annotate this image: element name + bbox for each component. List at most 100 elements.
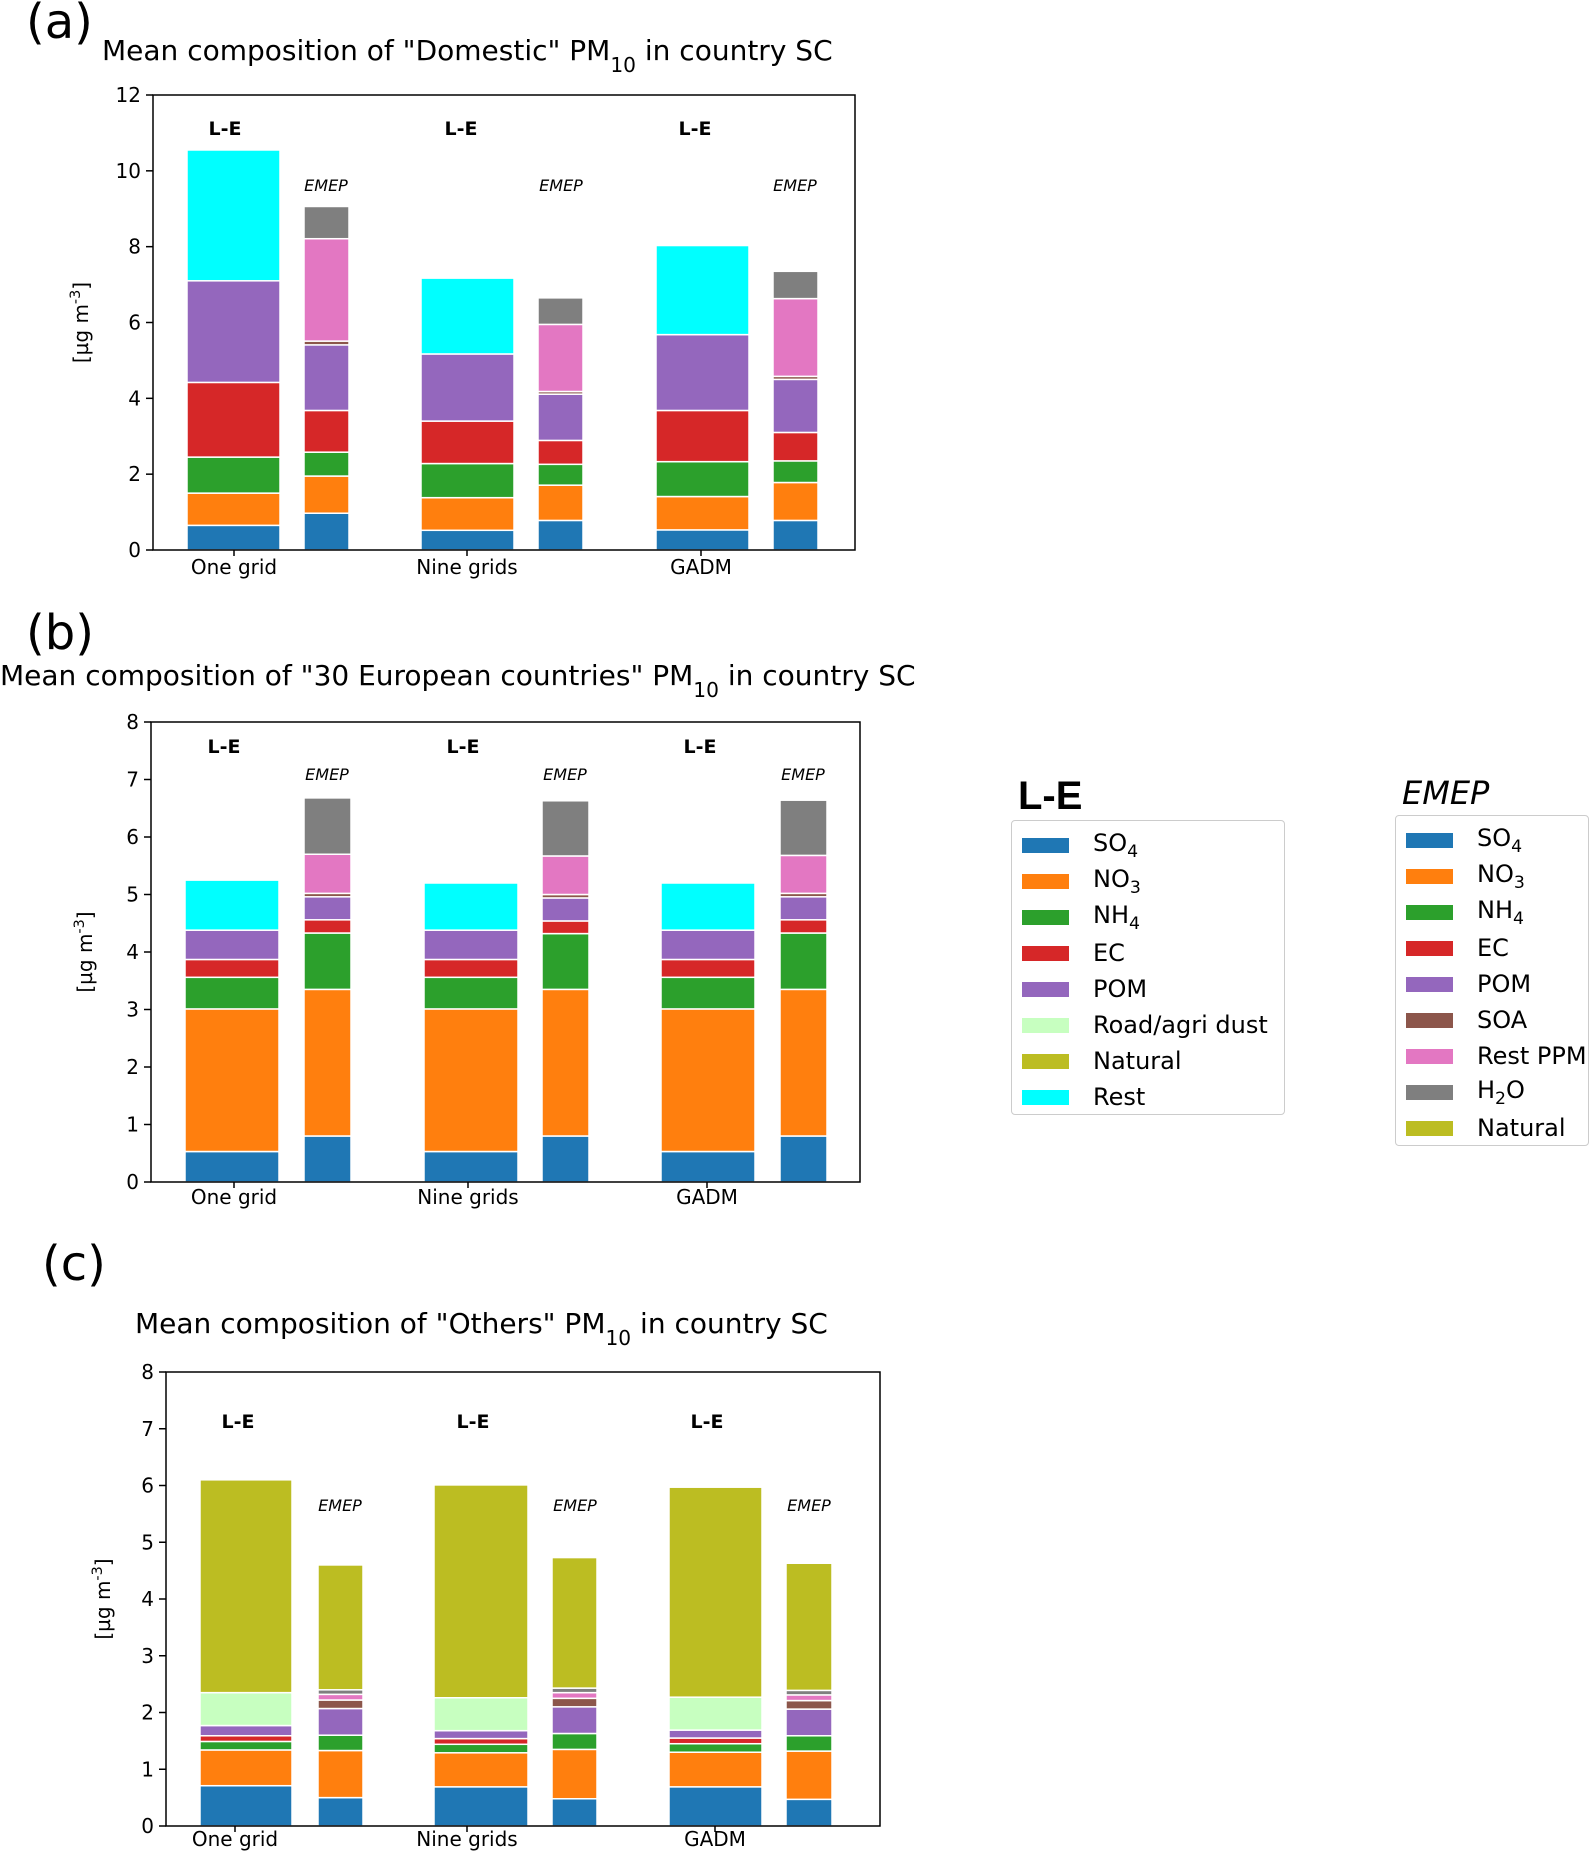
bar-emep-one-grid-h2o — [303, 797, 352, 856]
bar-emep-gadm-restppm — [785, 1694, 833, 1702]
bar-emep-gadm-h2o — [779, 799, 828, 857]
y-tick-label: 2 — [126, 1055, 139, 1079]
legend-emep-item-nh4: NH4 — [1406, 894, 1524, 930]
legend-swatch — [1406, 904, 1453, 920]
legend-swatch — [1406, 940, 1453, 956]
bar-emep-one-grid-pom — [303, 896, 352, 921]
legend-le-item-nh4: NH4 — [1022, 899, 1140, 935]
bar-le-nine-grids-nh4 — [423, 976, 519, 1010]
legend-emep-item-pom: POM — [1406, 966, 1531, 1002]
panel-letter-c: (c) — [42, 1236, 106, 1292]
y-axis-label: [µg m-3] — [90, 1558, 115, 1639]
bar-label-emep: EMEP — [305, 765, 349, 784]
y-tick-label: 1 — [141, 1757, 154, 1781]
y-tick-label: 3 — [141, 1644, 154, 1668]
bar-le-nine-grids-rest — [420, 277, 515, 355]
bar-le-gadm-rest — [655, 244, 750, 336]
legend-label: Natural — [1477, 1114, 1566, 1142]
chart-2: Mean composition of "30 European countri… — [0, 659, 916, 1209]
bar-le-nine-grids-rest — [423, 882, 519, 931]
bar-label-emep: EMEP — [773, 176, 817, 195]
x-tick-label: One grid — [191, 1185, 277, 1209]
legend-emep-item-no3: NO3 — [1406, 858, 1525, 894]
y-tick-label: 1 — [126, 1113, 139, 1137]
legend-swatch — [1022, 981, 1069, 997]
bar-emep-nine-grids-no3 — [551, 1748, 598, 1800]
bar-le-nine-grids-nh4 — [420, 462, 515, 499]
y-tick-label: 0 — [126, 1170, 139, 1194]
x-tick-label: GADM — [676, 1185, 738, 1209]
bar-emep-one-grid-restppm — [303, 237, 350, 342]
bar-emep-one-grid-restppm — [317, 1693, 364, 1701]
legend-label: SO4 — [1477, 823, 1523, 857]
bar-emep-one-grid-restppm — [303, 853, 352, 895]
bar-le-gadm-pom — [660, 929, 756, 961]
bar-emep-one-grid-so4 — [303, 1135, 352, 1183]
bar-emep-one-grid-soa — [317, 1699, 364, 1710]
bar-le-one-grid-nh4 — [186, 456, 281, 494]
bar-le-one-grid-pom — [184, 929, 280, 961]
bar-emep-one-grid-no3 — [303, 475, 350, 514]
bar-emep-nine-grids-nh4 — [541, 932, 590, 991]
legend-label: Rest PPM — [1477, 1042, 1587, 1070]
legend-label: Rest — [1093, 1083, 1146, 1111]
bar-label-le: L-E — [684, 736, 717, 758]
bar-emep-nine-grids-ec — [541, 920, 590, 935]
legend-swatch — [1406, 1048, 1453, 1064]
bar-le-gadm-so4 — [655, 529, 750, 551]
bar-emep-nine-grids-no3 — [537, 484, 584, 522]
bar-label-emep: EMEP — [304, 176, 348, 195]
y-tick-label: 4 — [141, 1587, 154, 1611]
bar-emep-nine-grids-no3 — [541, 988, 590, 1137]
bar-le-gadm-no3 — [655, 495, 750, 531]
y-tick-label: 6 — [128, 311, 141, 335]
bar-emep-one-grid-nh4 — [303, 451, 350, 477]
bar-emep-gadm-restppm — [772, 297, 819, 378]
y-tick-label: 3 — [126, 998, 139, 1022]
bar-le-gadm-rest — [660, 882, 756, 931]
x-tick-label: Nine grids — [417, 1185, 518, 1209]
y-tick-label: 6 — [126, 825, 139, 849]
bar-emep-nine-grids-pom — [541, 897, 590, 922]
y-tick-label: 5 — [126, 883, 139, 907]
panel-letter-b: (b) — [26, 605, 94, 661]
bar-label-emep: EMEP — [539, 176, 583, 195]
x-tick-label: One grid — [191, 555, 277, 579]
bar-le-nine-grids-ec — [423, 958, 519, 979]
bar-le-nine-grids-no3 — [423, 1008, 519, 1153]
y-tick-label: 10 — [116, 159, 141, 183]
bar-emep-gadm-h2o — [772, 270, 819, 300]
bar-emep-one-grid-pom — [317, 1707, 364, 1736]
legend-label: H2O — [1477, 1075, 1525, 1109]
bar-le-gadm-so4 — [660, 1150, 756, 1183]
bar-label-le: L-E — [208, 736, 241, 758]
bar-le-one-grid-ec — [184, 958, 280, 979]
bar-le-nine-grids-pom — [433, 1729, 529, 1740]
bar-emep-one-grid-ec — [303, 919, 352, 934]
bar-le-gadm-pom — [668, 1729, 763, 1739]
bar-emep-nine-grids-h2o — [537, 297, 584, 326]
bar-le-one-grid-rest — [186, 149, 281, 282]
bar-emep-gadm-restppm — [779, 854, 828, 895]
bar-emep-gadm-pom — [785, 1708, 833, 1737]
bar-le-nine-grids-so4 — [423, 1150, 519, 1183]
bar-le-one-grid-no3 — [186, 492, 281, 527]
bar-le-gadm-pom — [655, 333, 750, 412]
legend-le-item-so4: SO4 — [1022, 827, 1138, 863]
legend-label: Natural — [1093, 1047, 1182, 1075]
bar-label-le: L-E — [209, 118, 242, 140]
legend-emep-item-natural: Natural — [1406, 1110, 1566, 1146]
legend-label: NH4 — [1093, 900, 1140, 934]
legend-swatch — [1022, 837, 1069, 853]
bar-emep-nine-grids-natural — [551, 1556, 598, 1689]
bar-le-one-grid-no3 — [184, 1008, 280, 1153]
legend-label: SO4 — [1093, 828, 1139, 862]
legend-emep-item-ec: EC — [1406, 930, 1509, 966]
bar-le-nine-grids-ec — [433, 1737, 529, 1746]
legend-label: SOA — [1477, 1006, 1528, 1034]
bar-label-emep: EMEP — [318, 1496, 362, 1515]
bar-emep-gadm-no3 — [785, 1750, 833, 1801]
bar-emep-gadm-nh4 — [785, 1735, 833, 1752]
bar-le-nine-grids-no3 — [433, 1752, 529, 1788]
